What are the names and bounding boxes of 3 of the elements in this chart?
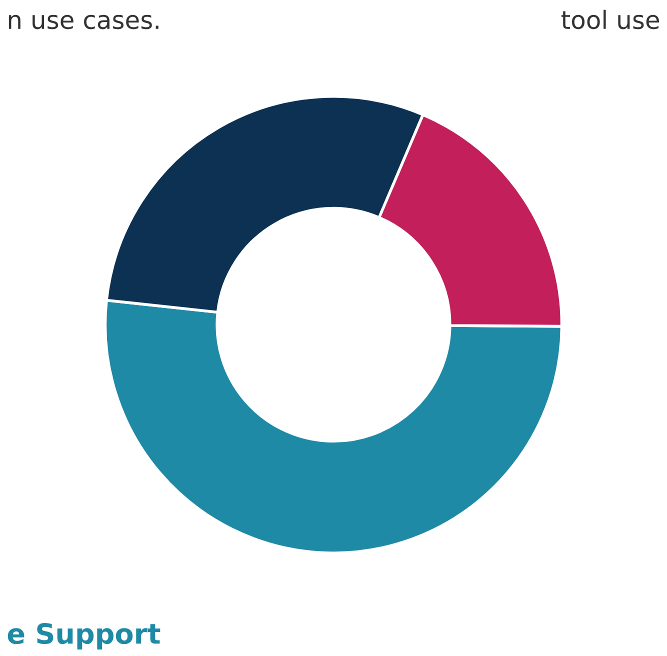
text: tool use xyxy=(561,10,659,30)
slice-label: e Support xyxy=(8,623,160,650)
text: n use cases. xyxy=(8,14,158,30)
